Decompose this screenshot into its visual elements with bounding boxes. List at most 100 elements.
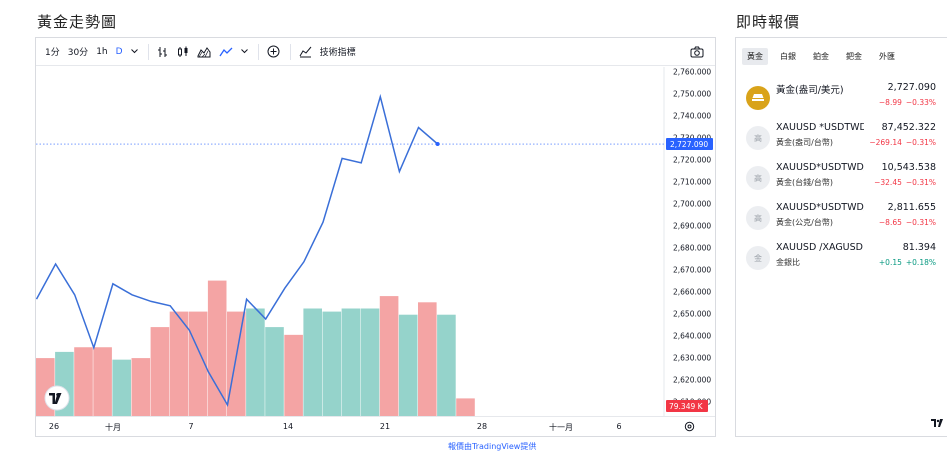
tab-platinum[interactable]: 鉑金 — [813, 52, 829, 61]
quote-change-value: +0.15 — [878, 258, 902, 267]
volume-bar — [322, 311, 342, 417]
volume-bar — [112, 359, 131, 417]
y-tick-label: 2,740.000 — [673, 111, 711, 120]
quote-description: 黃金(台錢/台幣) — [776, 178, 833, 187]
tradingview-logo-dot — [56, 393, 59, 396]
quote-description: 黃金(公克/台幣) — [776, 218, 833, 227]
quote-change-value: −8.65 — [878, 218, 902, 227]
volume-last-label: 79.349 K — [669, 402, 704, 411]
volume-bar — [93, 347, 112, 417]
quote-description: 金銀比 — [776, 258, 800, 267]
chart-section-title: 黃金走勢圖 — [37, 13, 118, 31]
volume-bar — [207, 280, 227, 417]
indicators-icon[interactable] — [296, 42, 315, 62]
quote-description: 黃金(盎司/台幣) — [776, 138, 833, 147]
toolbar-divider — [147, 43, 149, 60]
interval-day-button[interactable]: D — [115, 46, 123, 57]
indicators-button[interactable]: 技術指標 — [319, 48, 356, 58]
y-tick-label: 2,750.000 — [673, 89, 711, 98]
volume-bar — [227, 311, 246, 417]
y-tick-label: 2,700.000 — [673, 199, 711, 208]
symbol-logo-icon: 高 — [746, 166, 770, 190]
quote-change-percent: −0.31% — [905, 218, 936, 227]
quote-change-percent: −0.31% — [905, 178, 936, 187]
quote-symbol: XAUUSD*USDTWD/ — [776, 162, 864, 173]
quote-change-percent: −0.33% — [905, 98, 936, 107]
volume-bar — [379, 296, 399, 417]
quote-change: −32.45 −0.31% — [870, 178, 936, 187]
area-chart-icon[interactable] — [194, 42, 214, 62]
quote-symbol: 黃金(盎司/美元) — [776, 85, 844, 96]
tradingview-logo-icon — [931, 419, 945, 430]
interval-dropdown-icon[interactable] — [128, 42, 141, 62]
quote-row[interactable]: 高 XAUUSD*USDTWD/3 黃金(公克/台幣) 2,811.655 −8… — [736, 198, 947, 238]
tab-gold[interactable]: 黃金 — [742, 48, 768, 65]
quote-price: 2,727.090 — [887, 82, 936, 93]
quote-row[interactable]: 高 XAUUSD *USDTWD 黃金(盎司/台幣) 87,452.322 −2… — [736, 118, 947, 158]
quote-symbol: XAUUSD *USDTWD — [776, 122, 864, 133]
quote-change-percent: +0.18% — [905, 258, 936, 267]
interval-1h-button[interactable]: 1h — [96, 46, 108, 57]
tab-forex[interactable]: 外匯 — [879, 52, 895, 61]
volume-bar — [456, 398, 475, 417]
tradingview-attribution-link[interactable]: 報價由TradingView提供 — [448, 442, 537, 451]
volume-bar — [437, 314, 456, 417]
x-tick-label: 十月 — [105, 423, 121, 432]
last-price-dot — [435, 142, 440, 147]
quote-change: −269.14 −0.31% — [865, 138, 936, 147]
x-tick-label: 28 — [476, 422, 488, 431]
volume-bar — [341, 308, 361, 417]
volume-bar — [360, 308, 380, 417]
y-tick-label: 2,660.000 — [673, 288, 711, 297]
x-tick-label: 21 — [379, 422, 391, 431]
toolbar-divider — [257, 43, 259, 60]
quote-change-value: −32.45 — [874, 178, 902, 187]
y-tick-label: 2,670.000 — [673, 266, 711, 275]
y-tick-label: 2,630.000 — [673, 354, 711, 363]
toolbar-divider — [289, 43, 291, 60]
y-tick-label: 2,760.000 — [673, 67, 711, 76]
gold-bar-icon — [746, 86, 770, 110]
candle-chart-icon[interactable] — [174, 42, 192, 62]
interval-30min-button[interactable]: 30分 — [67, 48, 89, 58]
quote-symbol: XAUUSD*USDTWD/3 — [776, 202, 864, 213]
tab-silver[interactable]: 白銀 — [780, 52, 796, 61]
price-chart[interactable]: 2,760.0002,750.0002,740.0002,730.0002,72… — [36, 67, 715, 417]
x-tick-label: 14 — [282, 422, 294, 431]
quote-change-percent: −0.31% — [905, 138, 936, 147]
quote-row[interactable]: 黃金(盎司/美元) 2,727.090 −8.99 −0.33% — [736, 78, 947, 118]
last-price-label-box — [666, 138, 713, 151]
chart-type-dropdown-icon[interactable] — [238, 42, 251, 62]
price-line — [36, 93, 439, 408]
volume-bar — [418, 302, 437, 417]
line-chart-icon[interactable] — [216, 42, 236, 62]
camera-icon[interactable] — [687, 42, 707, 62]
volume-label-box — [666, 400, 708, 412]
symbol-logo-icon: 金 — [746, 246, 770, 270]
quote-change-value: −269.14 — [869, 138, 902, 147]
quote-row[interactable]: 高 XAUUSD*USDTWD/ 黃金(台錢/台幣) 10,543.538 −3… — [736, 158, 947, 198]
bar-chart-icon[interactable] — [154, 42, 172, 62]
quote-row[interactable]: 金 XAUUSD /XAGUSD 金銀比 81.394 +0.15 +0.18% — [736, 238, 947, 278]
tab-palladium[interactable]: 鈀金 — [846, 52, 862, 61]
chart-panel: 1分 30分 1h D 技術指標 — [35, 37, 716, 437]
settings-icon[interactable] — [684, 421, 695, 434]
volume-bar — [169, 311, 189, 417]
y-tick-label: 2,620.000 — [673, 376, 711, 385]
volume-bar — [131, 358, 151, 417]
time-axis: 26 十月 7 14 21 28 十一月 6 — [36, 416, 715, 436]
quote-price: 81.394 — [902, 242, 936, 253]
x-tick-label: 十一月 — [549, 423, 573, 432]
y-tick-label: 2,680.000 — [673, 244, 711, 253]
y-tick-label: 2,640.000 — [673, 332, 711, 341]
tradingview-logo-icon — [49, 393, 62, 404]
symbol-logo-icon: 高 — [746, 206, 770, 230]
x-tick-label: 26 — [48, 422, 60, 431]
quotes-section-title: 即時報價 — [736, 13, 801, 31]
compare-plus-icon[interactable] — [264, 42, 283, 62]
interval-1min-button[interactable]: 1分 — [45, 48, 60, 58]
quote-change-value: −8.99 — [878, 98, 902, 107]
quote-tabs: 黃金 白銀 鉑金 鈀金 外匯 — [742, 48, 907, 65]
symbol-logo-icon: 高 — [746, 126, 770, 150]
y-tick-label: 2,650.000 — [673, 310, 711, 319]
